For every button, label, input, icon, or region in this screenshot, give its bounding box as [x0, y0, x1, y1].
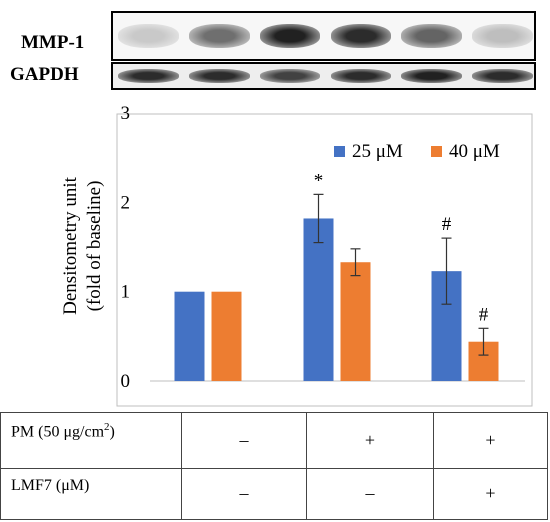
- gapdh-label: GAPDH: [10, 64, 79, 85]
- lmf7-cell-1: –: [181, 467, 307, 521]
- y-tick-label-2: 2: [121, 192, 131, 213]
- mmp1-label: MMP-1: [21, 32, 85, 53]
- mmp1-band-4: [330, 24, 392, 48]
- bar-40uM-group-2: [340, 262, 371, 381]
- pm-row-label: PM (50 μg/cm2): [0, 412, 182, 469]
- mmp1-band-1: [118, 24, 179, 48]
- bar-25uM-group-1: [174, 291, 205, 381]
- y-axis-label-line1: Densitometry unit: [60, 176, 81, 314]
- mmp1-band-3: [259, 24, 321, 48]
- lmf7-row: LMF7 (μM) – – +: [0, 467, 548, 521]
- error-bar-25uM-group-3: [441, 237, 452, 305]
- mmp1-blot: [111, 11, 536, 61]
- gapdh-band-1: [118, 69, 179, 83]
- mmp1-band-6: [472, 24, 533, 48]
- gapdh-band-5: [401, 69, 463, 83]
- y-tick-label-3: 3: [121, 103, 131, 124]
- error-bar-25uM-group-2: [313, 193, 324, 244]
- error-bar-40uM-group-2: [350, 248, 361, 277]
- y-axis-label-line2: (fold of baseline): [84, 181, 105, 312]
- gapdh-band-2: [188, 69, 250, 83]
- bar-25uM-group-2: [303, 218, 334, 381]
- lmf7-row-label: LMF7 (μM): [0, 467, 182, 521]
- bar-chart: 0 1 2 3 Densitometry unit (fold of baseline…: [60, 103, 533, 407]
- pm-cell-2: +: [306, 412, 434, 469]
- legend-swatch-40uM: [431, 146, 442, 157]
- y-tick-label-0: 0: [121, 371, 131, 392]
- treatment-conditions-table: PM (50 μg/cm2) – + + LMF7 (μM) – – +: [0, 412, 548, 521]
- gapdh-band-6: [472, 69, 533, 83]
- significance-mark-40uM-group-3: #: [479, 304, 489, 325]
- legend-swatch-25uM: [334, 146, 345, 157]
- gapdh-band-3: [259, 69, 321, 83]
- significance-mark-25uM-group-2: *: [314, 170, 324, 191]
- mmp1-band-2: [188, 24, 250, 48]
- error-bar-40uM-group-3: [478, 327, 489, 356]
- legend-label-40uM: 40 μM: [449, 141, 500, 162]
- significance-mark-25uM-group-3: #: [442, 214, 452, 235]
- bar-40uM-group-1: [211, 291, 242, 381]
- mmp1-band-5: [401, 24, 463, 48]
- y-tick-label-1: 1: [121, 282, 131, 303]
- pm-row: PM (50 μg/cm2) – + +: [0, 412, 548, 469]
- lmf7-cell-3: +: [433, 467, 548, 521]
- gapdh-blot: [111, 62, 536, 90]
- plot-frame: [116, 113, 533, 407]
- pm-cell-3: +: [433, 412, 548, 469]
- pm-cell-1: –: [181, 412, 307, 469]
- legend-label-25uM: 25 μM: [352, 141, 403, 162]
- gapdh-band-4: [330, 69, 392, 83]
- lmf7-cell-2: –: [306, 467, 434, 521]
